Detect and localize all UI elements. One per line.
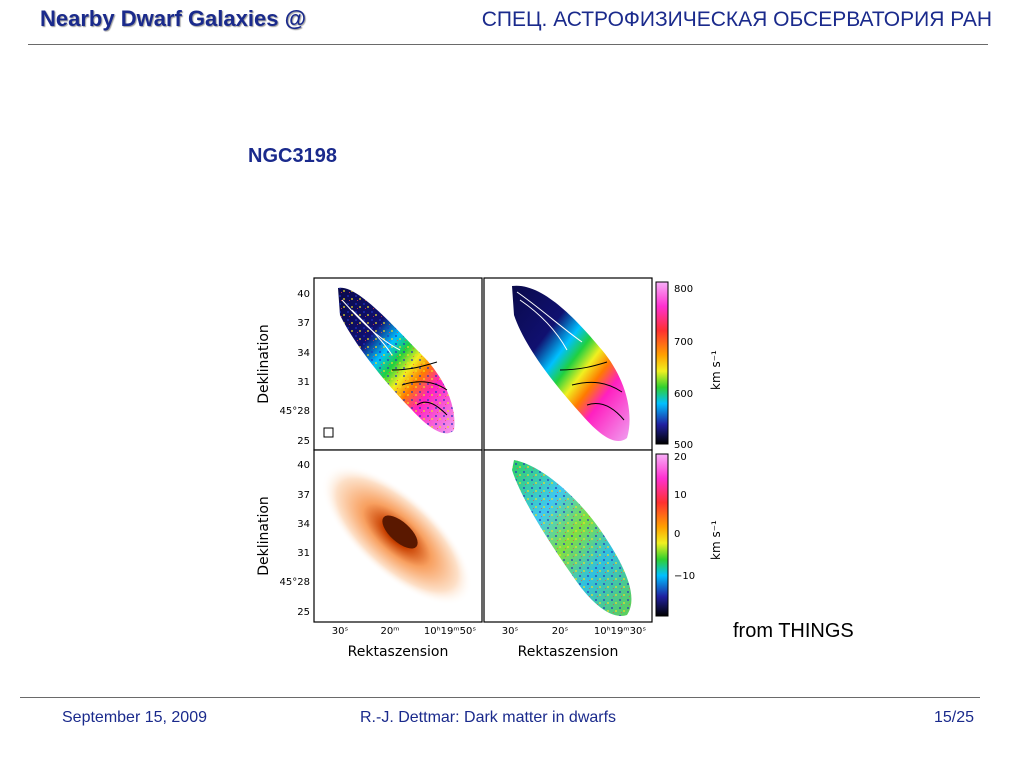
footer-page-number: 15/25 (933, 709, 974, 726)
cb-top-tick: 700 (674, 337, 693, 348)
ytick-bottom: 31 (297, 548, 310, 559)
ytick-top: 40 (297, 289, 310, 300)
figure-credit: from THINGS (733, 620, 854, 642)
header-institute: СПЕЦ. АСТРОФИЗИЧЕСКАЯ ОБСЕРВАТОРИЯ РАН (481, 8, 992, 31)
colorbar-residual (655, 453, 669, 617)
velocity-field-model (512, 285, 630, 442)
cb-top-unit: km s⁻¹ (709, 350, 723, 390)
cb-bottom-tick: 10 (674, 490, 687, 501)
intensity-map (321, 464, 473, 606)
footer-date: September 15, 2009 (62, 709, 207, 726)
colorbar-velocity (655, 281, 669, 445)
ytick-bottom: 40 (297, 460, 310, 471)
ylabel-top: Deklination (256, 324, 272, 404)
cb-bottom-tick: 20 (674, 452, 687, 463)
cb-bottom-tick: 0 (674, 529, 680, 540)
footer-divider (20, 697, 980, 698)
ytick-bottom: 25 (297, 607, 310, 618)
ytick-bottom: 45°28 (280, 577, 310, 588)
velocity-field-data (323, 287, 455, 438)
header-title: Nearby Dwarf Galaxies @ (40, 6, 307, 31)
ytick-bottom: 37 (297, 490, 310, 501)
cb-top-tick: 800 (674, 284, 693, 295)
ytick-top: 45°28 (280, 406, 310, 417)
xtick-left: 10ʰ19ᵐ50ˢ (424, 626, 476, 637)
slide-title: NGC3198 (248, 145, 337, 167)
xtick-left: 30ˢ (332, 626, 349, 637)
footer-author: R.-J. Dettmar: Dark matter in dwarfs (360, 709, 617, 726)
ngc3198-figure: 800 700 600 500 km s⁻¹ 20 10 0 −10 km s⁻… (256, 277, 723, 660)
xtick-right: 10ʰ19ᵐ30ˢ (594, 626, 646, 637)
ytick-top: 31 (297, 377, 310, 388)
ytick-top: 25 (297, 436, 310, 447)
ytick-bottom: 34 (297, 519, 310, 530)
ylabel-bottom: Deklination (256, 496, 272, 576)
ytick-top: 37 (297, 318, 310, 329)
ytick-top: 34 (297, 348, 310, 359)
xtick-left: 20ᵐ (381, 626, 400, 637)
header-divider (28, 44, 988, 45)
xtick-right: 20ˢ (552, 626, 569, 637)
cb-top-tick: 600 (674, 389, 693, 400)
xlabel-left: Rektaszension (348, 644, 449, 660)
cb-bottom-unit: km s⁻¹ (709, 520, 723, 560)
cb-bottom-tick: −10 (674, 571, 695, 582)
xlabel-right: Rektaszension (518, 644, 619, 660)
residual-map (512, 460, 632, 616)
cb-top-tick: 500 (674, 440, 693, 451)
xtick-right: 30ˢ (502, 626, 519, 637)
